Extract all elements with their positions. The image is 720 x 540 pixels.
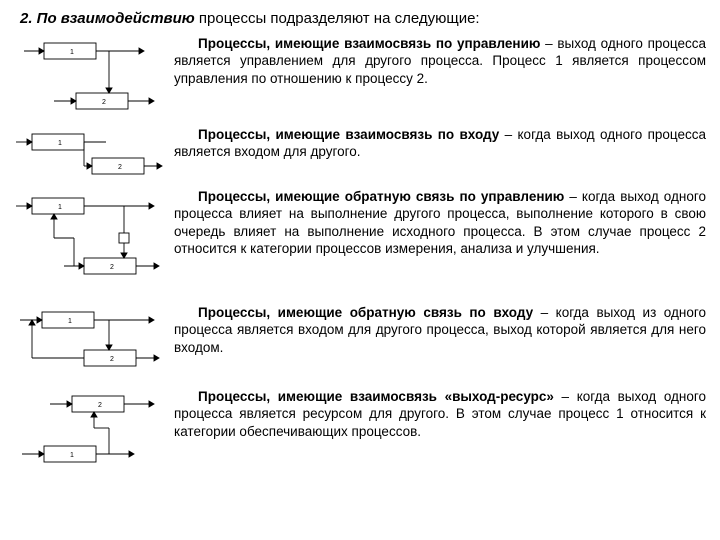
svg-text:1: 1 (70, 49, 74, 56)
svg-text:1: 1 (68, 318, 72, 325)
svg-text:2: 2 (110, 264, 114, 271)
svg-text:2: 2 (102, 99, 106, 106)
svg-text:1: 1 (58, 204, 62, 211)
heading-prefix: 2. По взаимодействию (20, 10, 195, 27)
item-row: 1 2 Процессы, имеющие взаимосвязь по вхо… (14, 126, 706, 182)
item-text: Процессы, имеющие взаимосвязь по управле… (170, 35, 706, 87)
diagram-2: 1 2 (14, 126, 170, 182)
diagram-3: 1 2 (14, 188, 170, 298)
item-row: 1 2 Процессы, имеющие обратную связь по … (14, 304, 706, 382)
diagram-4: 1 2 (14, 304, 170, 382)
section-heading: 2. По взаимодействию процессы подразделя… (14, 10, 706, 27)
item-row: 1 2 Процессы, имеющие обратную связь по … (14, 188, 706, 298)
item-lead: Процессы, имеющие взаимосвязь «выход-рес… (198, 389, 554, 404)
item-lead: Процессы, имеющие взаимосвязь по управле… (198, 36, 540, 51)
svg-text:2: 2 (110, 356, 114, 363)
item-lead: Процессы, имеющие обратную связь по вход… (198, 305, 533, 320)
svg-text:2: 2 (118, 164, 122, 171)
svg-text:1: 1 (70, 452, 74, 459)
item-text: Процессы, имеющие взаимосвязь «выход-рес… (170, 388, 706, 440)
item-lead: Процессы, имеющие обратную связь по упра… (198, 189, 564, 204)
heading-rest: процессы подразделяют на следующие: (195, 10, 480, 27)
svg-text:1: 1 (58, 140, 62, 147)
item-row: 2 1 Процессы, имеющие взаимосвязь «выход… (14, 388, 706, 478)
item-lead: Процессы, имеющие взаимосвязь по входу (198, 127, 499, 142)
item-text: Процессы, имеющие обратную связь по упра… (170, 188, 706, 257)
item-text: Процессы, имеющие обратную связь по вход… (170, 304, 706, 356)
diagram-1: 1 2 (14, 35, 170, 120)
item-row: 1 2 Процессы, имеющие взаимосвязь по упр… (14, 35, 706, 120)
diagram-5: 2 1 (14, 388, 170, 478)
item-text: Процессы, имеющие взаимосвязь по входу –… (170, 126, 706, 161)
svg-text:2: 2 (98, 402, 102, 409)
